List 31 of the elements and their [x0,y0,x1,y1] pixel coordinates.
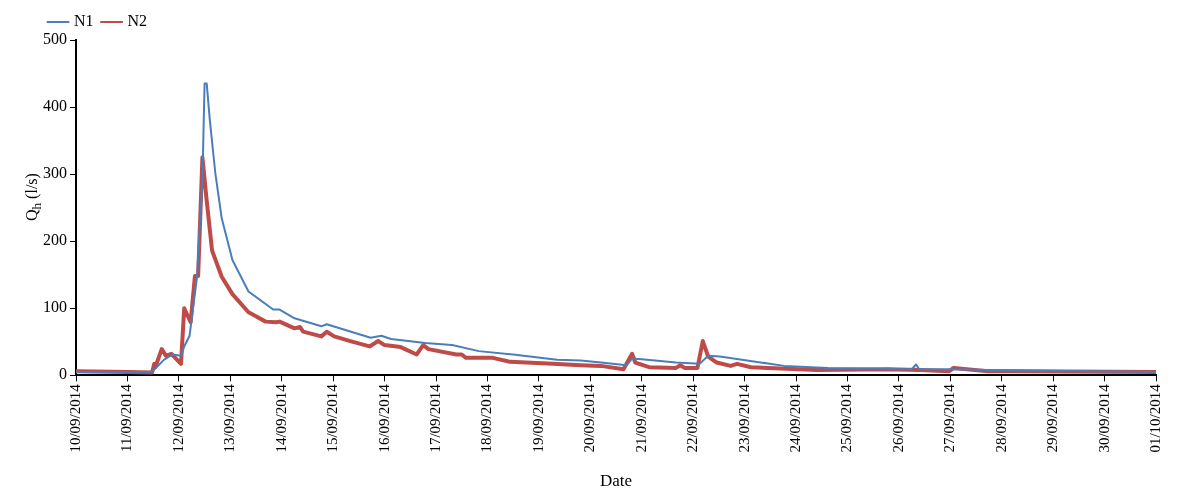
x-tick-label: 27/09/2014 [941,383,958,453]
x-tick-label: 22/09/2014 [684,383,701,453]
x-tick-label: 19/09/2014 [529,383,546,453]
y-tick-label: 500 [43,30,67,48]
legend-label: N2 [127,12,148,30]
legend-label: N1 [74,12,94,30]
y-tick-label: 100 [43,298,67,316]
x-tick-label: 11/09/2014 [118,383,135,453]
x-tick-label: 17/09/2014 [426,383,443,453]
x-tick-label: 18/09/2014 [478,383,495,453]
x-tick-label: 24/09/2014 [786,383,803,453]
y-tick-label: 400 [43,97,67,115]
x-tick-label: 01/10/2014 [1146,383,1163,453]
x-tick-label: 10/09/2014 [66,383,83,453]
x-tick-label: 29/09/2014 [1044,383,1061,453]
x-tick-label: 21/09/2014 [632,383,649,453]
x-tick-label: 15/09/2014 [324,383,341,453]
x-axis-title: Date [599,471,633,491]
x-tick-label: 26/09/2014 [889,383,906,453]
y-tick-label: 0 [59,365,67,383]
y-tick-label: 300 [43,164,67,182]
y-tick-label: 200 [43,231,67,249]
x-tick-label: 28/09/2014 [992,383,1009,453]
x-tick-label: 14/09/2014 [272,383,289,453]
x-tick-label: 12/09/2014 [169,383,186,453]
x-tick-label: 13/09/2014 [221,383,238,453]
x-tick-label: 30/09/2014 [1095,383,1112,453]
x-tick-label: 25/09/2014 [838,383,855,453]
x-tick-label: 23/09/2014 [735,383,752,453]
x-tick-label: 20/09/2014 [581,383,598,453]
x-tick-label: 16/09/2014 [375,383,392,453]
